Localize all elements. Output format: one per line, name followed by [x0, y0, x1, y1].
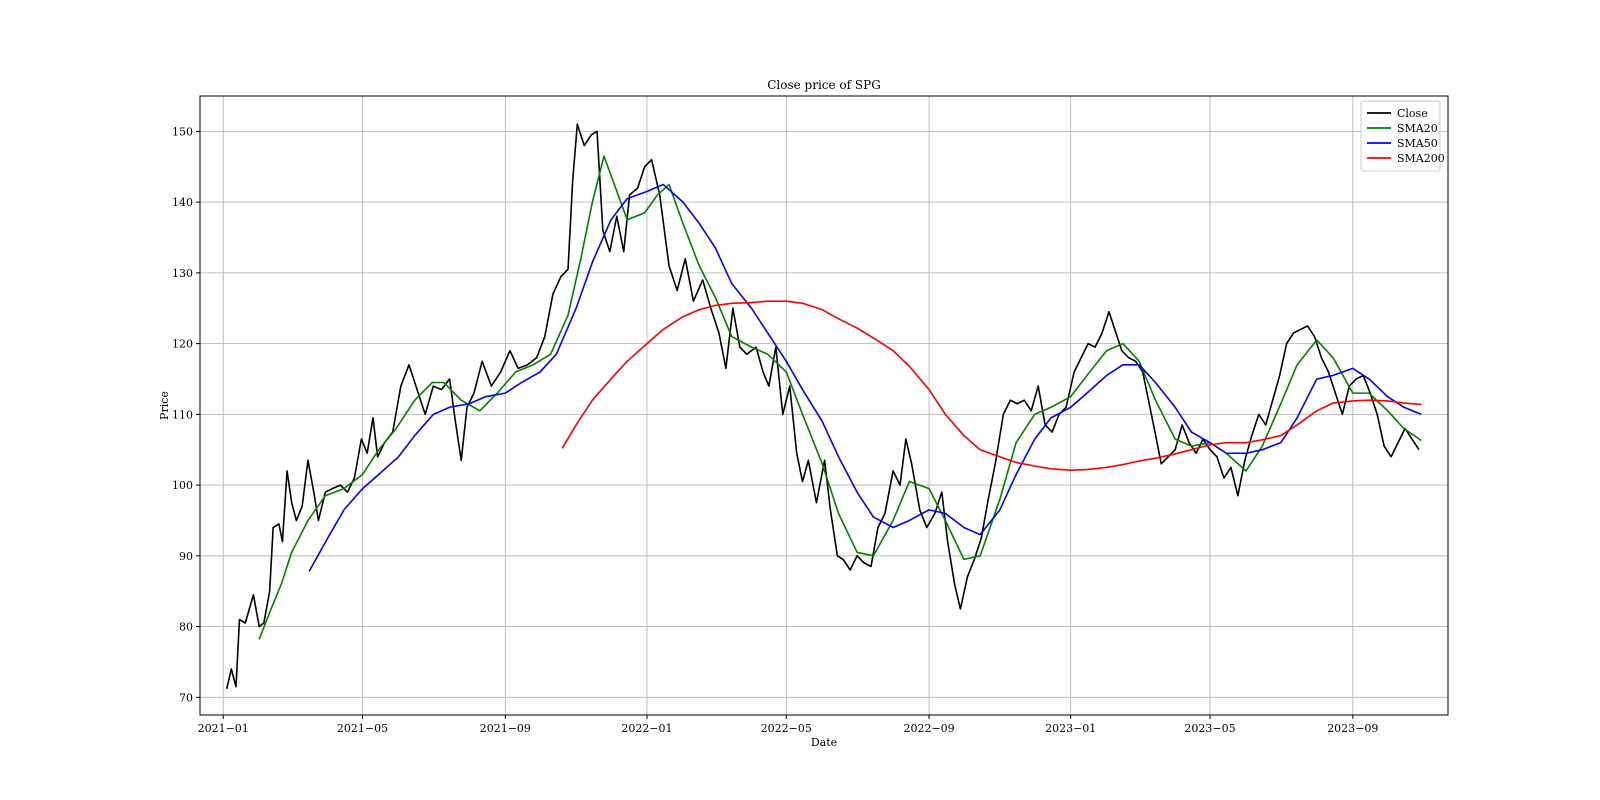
x-tick-label: 2021−01 [198, 722, 249, 735]
x-tick-label: 2022−01 [621, 722, 672, 735]
y-tick-label: 150 [172, 125, 193, 138]
x-axis-label: Date [811, 736, 837, 749]
legend-label-sma200: SMA200 [1397, 152, 1445, 165]
y-tick-label: 100 [172, 479, 193, 492]
x-tick-label: 2021−09 [480, 722, 531, 735]
x-tick-label: 2022−05 [761, 722, 812, 735]
y-tick-label: 90 [179, 550, 193, 563]
series-line-close [225, 123, 1420, 690]
x-tick-label: 2023−05 [1184, 722, 1235, 735]
legend-box [1360, 100, 1441, 172]
legend-label-sma50: SMA50 [1397, 137, 1438, 150]
plot-frame [199, 95, 1449, 716]
x-axis: 2021−01 2021−05 2021−09 2022−01 2022−05 2022−… [198, 715, 1378, 735]
y-tick-label: 110 [172, 408, 193, 421]
legend-label-sma20: SMA20 [1397, 122, 1438, 135]
x-tick-label: 2023−01 [1045, 722, 1096, 735]
y-tick-label: 80 [179, 621, 193, 634]
y-tick-label: 120 [172, 338, 193, 351]
legend-label-close: Close [1397, 107, 1428, 120]
x-tick-label: 2022−09 [903, 722, 954, 735]
y-tick-label: 70 [179, 691, 193, 704]
series-line-sma200 [561, 300, 1422, 472]
y-axis-label: Price [158, 391, 171, 420]
x-tick-label: 2023−09 [1327, 722, 1378, 735]
grid [200, 96, 1448, 715]
x-tick-label: 2021−05 [337, 722, 388, 735]
y-tick-label: 130 [172, 267, 193, 280]
y-axis: 70 80 90 100 110 120 130 140 150 [172, 125, 200, 704]
series-line-sma50 [308, 183, 1422, 572]
series-line-sma20 [258, 155, 1422, 640]
y-tick-label: 140 [172, 196, 193, 209]
chart-title: Close price of SPG [767, 78, 881, 92]
series-lines [225, 123, 1422, 690]
legend: Close SMA20 SMA50 SMA200 [1360, 100, 1445, 172]
